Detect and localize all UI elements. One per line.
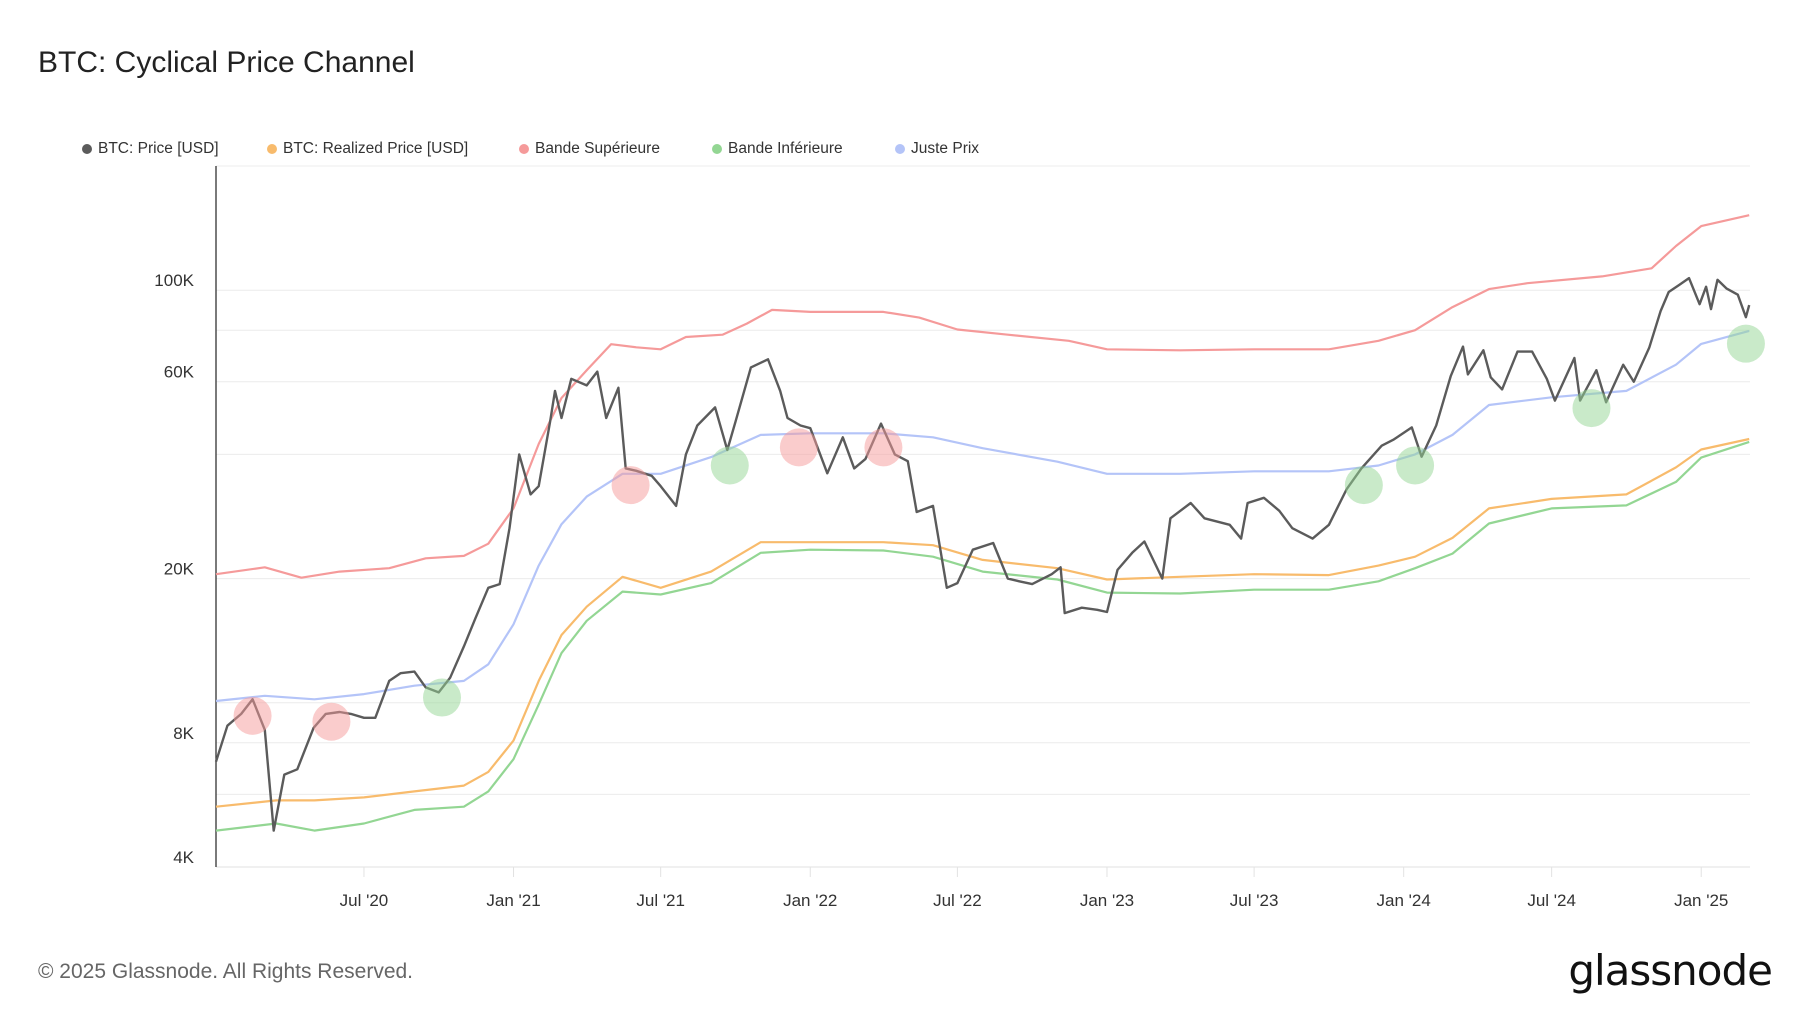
x-tick-label: Jan '24: [1377, 891, 1431, 910]
y-tick-label: 8K: [173, 724, 194, 743]
x-tick-label: Jul '22: [933, 891, 982, 910]
lower-band-touch-marker: [1344, 466, 1383, 505]
copyright-footer: © 2025 Glassnode. All Rights Reserved.: [38, 960, 414, 983]
upper-band-touch-marker: [233, 696, 272, 735]
chart-title: BTC: Cyclical Price Channel: [38, 46, 415, 79]
legend-label: Juste Prix: [911, 140, 980, 157]
lower-band-line: [215, 440, 1750, 832]
legend-item-lower-band[interactable]: Bande Inférieure: [712, 140, 843, 158]
legend-dot-icon: [519, 144, 529, 154]
x-tick-label: Jan '25: [1674, 891, 1728, 910]
realized-price-line: [215, 437, 1750, 808]
upper-band-touch-marker: [779, 428, 818, 467]
legend-dot-icon: [895, 144, 905, 154]
legend-dot-icon: [82, 144, 92, 154]
y-tick-label: 20K: [164, 560, 195, 579]
legend-item-upper-band[interactable]: Bande Supérieure: [519, 140, 660, 158]
lower-band-touch-marker: [710, 446, 749, 485]
x-tick-label: Jan '23: [1080, 891, 1134, 910]
upper-band-line: [215, 214, 1750, 579]
lower-band-touch-marker: [1396, 446, 1435, 485]
x-tick-label: Jan '21: [486, 891, 540, 910]
btc-price-line: [214, 276, 1751, 832]
y-tick-label: 100K: [154, 271, 194, 290]
lower-band-touch-marker: [1726, 324, 1765, 363]
y-tick-label: 60K: [164, 363, 195, 382]
upper-band-touch-marker: [611, 466, 650, 505]
legend-label: BTC: Price [USD]: [98, 140, 219, 157]
x-tick-label: Jul '23: [1230, 891, 1279, 910]
legend-label: Bande Supérieure: [535, 140, 660, 157]
glassnode-logo: glassnode: [1568, 946, 1773, 995]
legend-item-realized-price[interactable]: BTC: Realized Price [USD]: [267, 140, 468, 158]
legend-item-fair-price[interactable]: Juste Prix: [895, 140, 979, 158]
x-tick-label: Jan '22: [783, 891, 837, 910]
x-tick-label: Jul '21: [636, 891, 685, 910]
legend-item-btc-price[interactable]: BTC: Price [USD]: [82, 140, 219, 158]
upper-band-touch-marker: [864, 428, 903, 467]
legend-dot-icon: [267, 144, 277, 154]
legend-label: BTC: Realized Price [USD]: [283, 140, 469, 157]
lower-band-touch-marker: [422, 678, 461, 717]
upper-band-touch-marker: [312, 702, 351, 741]
x-tick-label: Jul '20: [340, 891, 389, 910]
x-tick-label: Jul '24: [1527, 891, 1576, 910]
lower-band-touch-marker: [1572, 389, 1611, 428]
legend-label: Bande Inférieure: [728, 140, 843, 157]
y-tick-label: 4K: [173, 848, 194, 867]
legend-dot-icon: [712, 144, 722, 154]
